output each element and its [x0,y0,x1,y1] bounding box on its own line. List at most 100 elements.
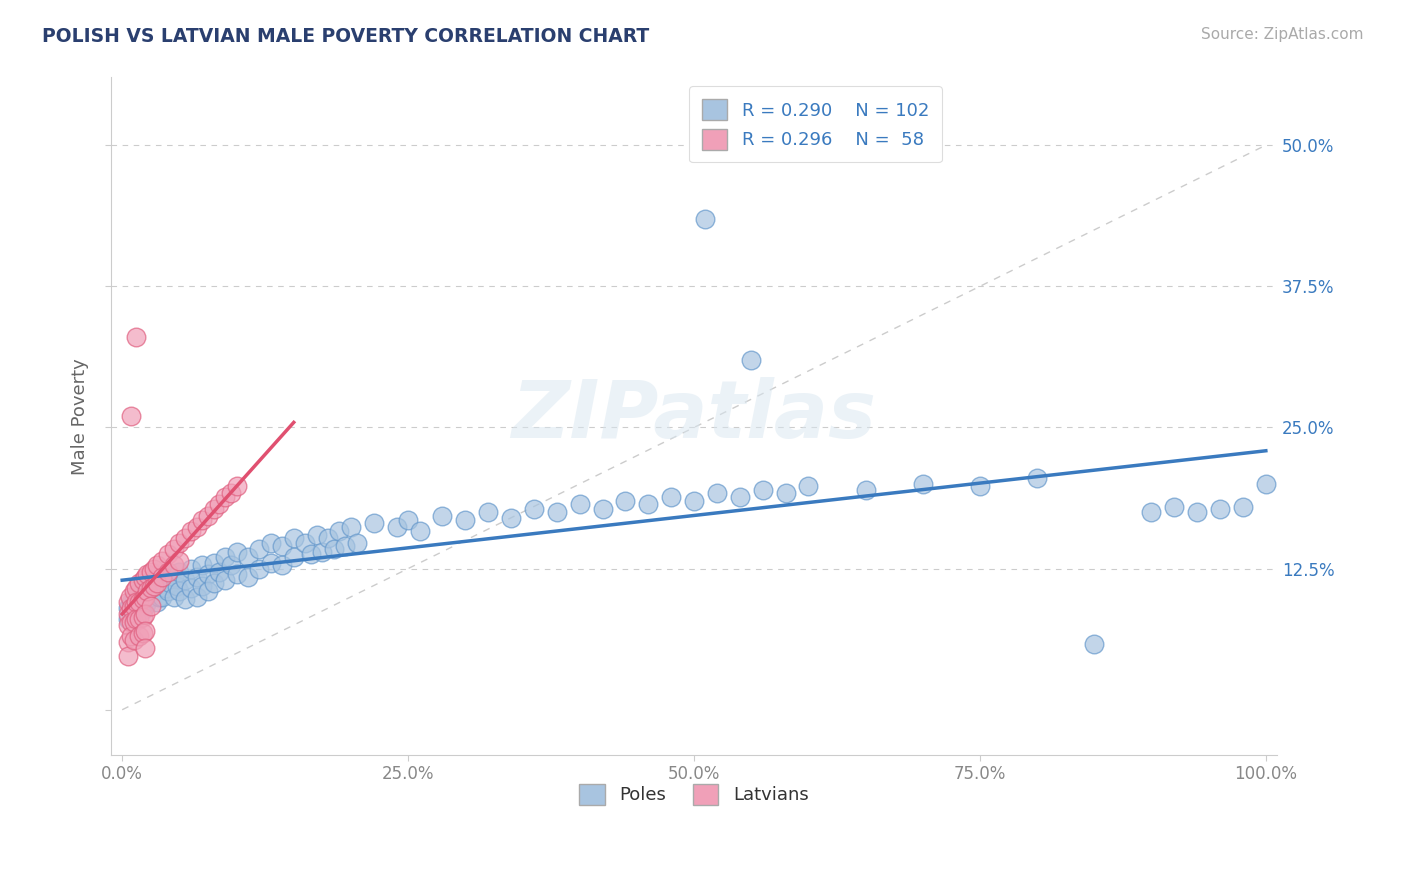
Point [363,516,385,531]
Point [169,554,191,568]
Point [169,565,191,579]
Point [197,584,219,599]
Point [117,612,139,626]
Point [1187,505,1209,519]
Point [163,558,186,573]
Point [120,590,142,604]
Point [166,578,188,592]
Point [128,595,150,609]
Point [134,607,156,621]
Point [568,497,591,511]
Point [174,592,197,607]
Point [145,595,167,609]
Point [145,578,167,592]
Point [911,477,934,491]
Point [122,607,145,621]
Point [249,561,271,575]
Point [143,578,166,592]
Point [132,592,155,607]
Point [1232,500,1254,514]
Point [316,531,339,545]
Point [150,569,173,583]
Point [208,565,231,579]
Point [208,497,231,511]
Point [125,612,148,626]
Point [1209,501,1232,516]
Point [128,595,150,609]
Point [271,539,294,553]
Point [477,505,499,519]
Point [120,629,142,643]
Point [202,556,225,570]
Point [186,520,208,534]
Point [219,486,242,500]
Point [122,615,145,629]
Point [1083,637,1105,651]
Point [214,550,236,565]
Point [132,610,155,624]
Point [169,535,191,549]
Point [214,573,236,587]
Text: Source: ZipAtlas.com: Source: ZipAtlas.com [1201,27,1364,42]
Point [614,493,637,508]
Point [432,508,454,523]
Point [311,544,333,558]
Point [132,626,155,640]
Point [180,561,202,575]
Point [143,561,166,575]
Point [236,550,259,565]
Point [150,554,173,568]
Point [191,513,214,527]
Point [592,501,614,516]
Point [202,576,225,591]
Point [117,595,139,609]
Point [283,550,305,565]
Point [191,558,214,573]
Point [271,558,294,573]
Point [148,590,170,604]
Point [775,486,797,500]
Point [122,599,145,613]
Point [322,542,344,557]
Point [120,595,142,609]
Legend: Poles, Latvians: Poles, Latvians [571,775,818,814]
Point [751,483,773,497]
Point [128,629,150,643]
Point [299,547,322,561]
Point [117,607,139,621]
Point [197,508,219,523]
Point [202,501,225,516]
Point [134,569,156,583]
Point [260,556,283,570]
Point [120,601,142,615]
Point [546,505,568,519]
Point [186,569,208,583]
Point [186,590,208,604]
Point [174,573,197,587]
Y-axis label: Male Poverty: Male Poverty [72,358,89,475]
Point [225,544,247,558]
Point [855,483,877,497]
Point [523,501,546,516]
Point [139,565,162,579]
Point [180,524,202,539]
Point [136,595,159,609]
Point [328,524,350,539]
Point [136,567,159,582]
Point [139,599,162,613]
Point [283,531,305,545]
Point [163,542,186,557]
Point [169,584,191,599]
Point [132,590,155,604]
Point [499,510,522,524]
Point [1254,477,1277,491]
Point [740,352,762,367]
Point [125,581,148,595]
Point [214,491,236,505]
Point [134,590,156,604]
Point [156,547,179,561]
Point [134,640,156,655]
Point [125,330,148,344]
Point [156,567,179,582]
Point [145,558,167,573]
